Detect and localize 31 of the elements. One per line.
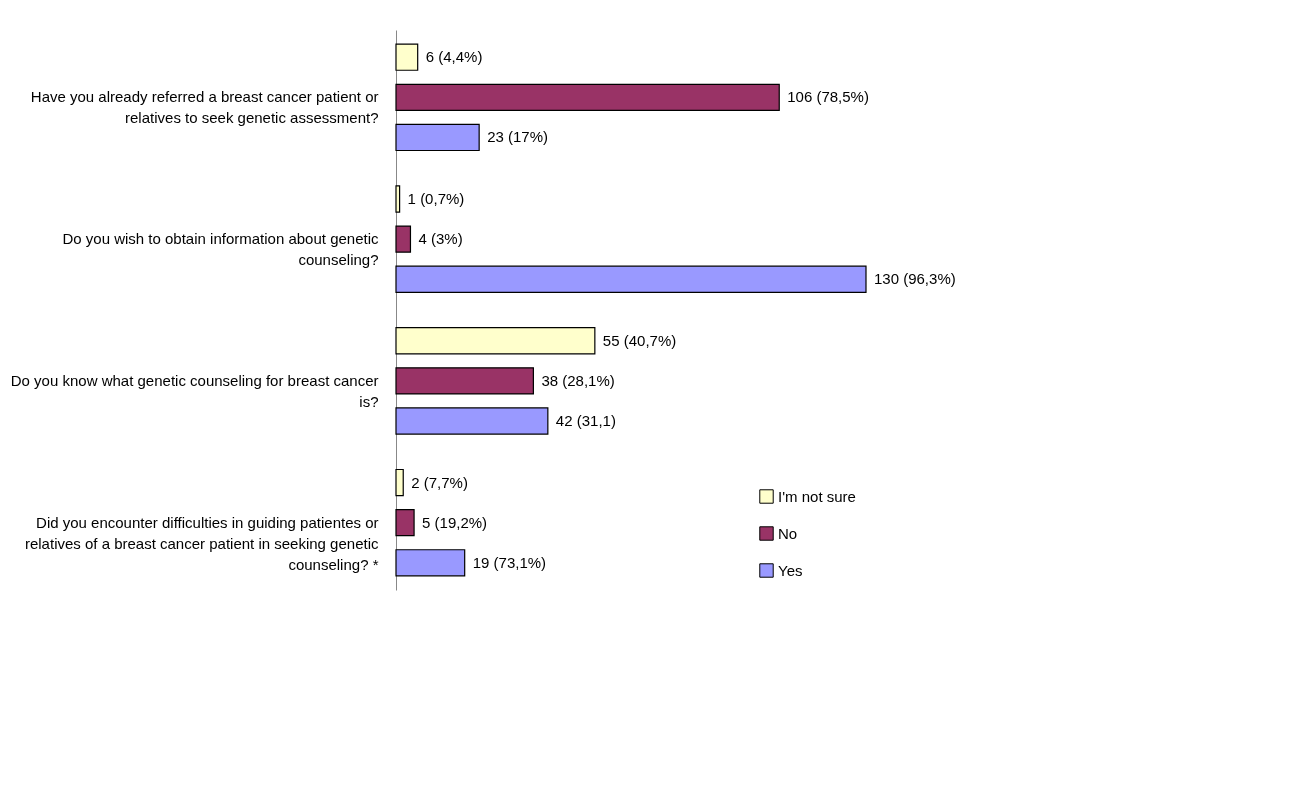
y-tick-label: Have you already referred a breast cancer patient or relatives to seek genetic assessment? [30, 88, 379, 127]
data-label: 23 (17%) [487, 128, 549, 146]
bar [395, 549, 466, 577]
data-label: 42 (31,1) [555, 412, 616, 430]
bar [395, 407, 549, 435]
data-label: 5 (19,2%) [422, 513, 488, 531]
data-label: 19 (73,1%) [472, 553, 547, 571]
bar [395, 123, 480, 152]
bar [395, 43, 419, 71]
legend-label: I'm not sure [778, 487, 856, 505]
data-label: 2 (7,7%) [411, 473, 468, 491]
data-label: 1 (0,7%) [407, 189, 465, 207]
y-tick-label: Do you wish to obtain information about genetic counseling? [62, 230, 379, 269]
y-tick-label: Do you know what genetic counseling for breast cancer is? [10, 371, 379, 410]
bar [395, 83, 780, 111]
data-label: 130 (96,3%) [874, 270, 956, 288]
legend-label: Yes [778, 561, 803, 579]
bar [395, 225, 412, 253]
bar [395, 327, 596, 355]
legend-label: No [778, 524, 798, 542]
bar [395, 265, 867, 293]
bar [395, 185, 401, 213]
bar [395, 509, 415, 537]
bar [395, 468, 404, 497]
data-label: 38 (28,1%) [541, 371, 615, 389]
data-label: 55 (40,7%) [602, 331, 677, 349]
y-tick-label: Did you encounter difficulties in guiding patientes or relatives of a breast cancer patient in seeking genetic counseling? * [24, 513, 379, 573]
data-label: 6 (4,4%) [425, 48, 483, 66]
data-label: 4 (3%) [418, 230, 463, 248]
bar [395, 367, 534, 395]
data-label: 106 (78,5%) [787, 88, 869, 106]
